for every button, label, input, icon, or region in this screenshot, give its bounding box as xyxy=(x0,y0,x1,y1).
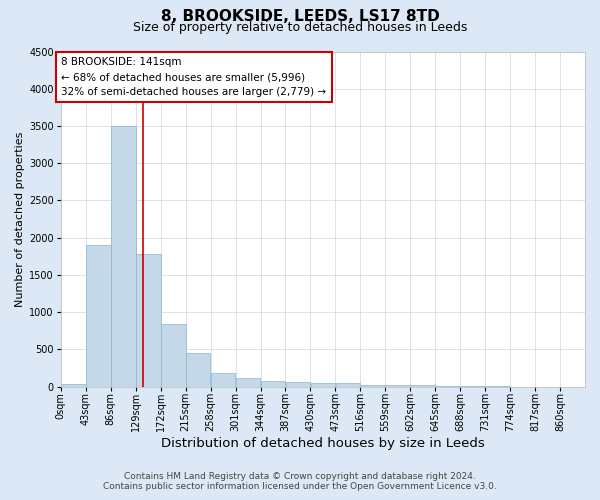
Bar xyxy=(236,378,260,386)
Bar xyxy=(260,380,286,386)
Bar xyxy=(161,324,185,386)
Text: Contains HM Land Registry data © Crown copyright and database right 2024.
Contai: Contains HM Land Registry data © Crown c… xyxy=(103,472,497,491)
Text: 8, BROOKSIDE, LEEDS, LS17 8TD: 8, BROOKSIDE, LEEDS, LS17 8TD xyxy=(161,9,439,24)
Bar xyxy=(286,382,310,386)
Bar xyxy=(61,384,86,386)
Bar xyxy=(211,374,235,386)
Text: Size of property relative to detached houses in Leeds: Size of property relative to detached ho… xyxy=(133,21,467,34)
Y-axis label: Number of detached properties: Number of detached properties xyxy=(15,132,25,306)
Bar xyxy=(86,245,110,386)
X-axis label: Distribution of detached houses by size in Leeds: Distribution of detached houses by size … xyxy=(161,437,485,450)
Bar xyxy=(361,384,385,386)
Bar xyxy=(311,383,335,386)
Bar xyxy=(335,383,360,386)
Text: 8 BROOKSIDE: 141sqm
← 68% of detached houses are smaller (5,996)
32% of semi-det: 8 BROOKSIDE: 141sqm ← 68% of detached ho… xyxy=(61,58,326,97)
Bar xyxy=(385,385,410,386)
Bar xyxy=(186,353,211,386)
Bar xyxy=(136,254,161,386)
Bar xyxy=(111,126,136,386)
